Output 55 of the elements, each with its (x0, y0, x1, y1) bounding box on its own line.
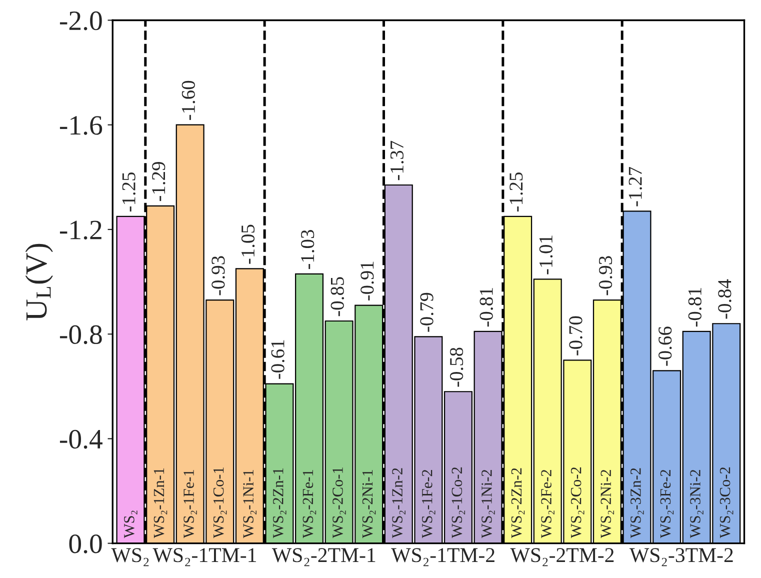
text: WS₂-1TM-2 (391, 548, 494, 566)
y-tick-label: -2.0 (60, 11, 102, 30)
text: WS₂-3TM-2 (629, 548, 733, 566)
y-tick-label: 0.0 (69, 534, 102, 554)
y-tick-label: -1.2 (60, 220, 102, 240)
text: WS₂-2TM-1 (272, 548, 376, 566)
text: WS₂-2TM-2 (510, 548, 614, 566)
x-tick-label: WS₂-1Fe-2 (422, 470, 436, 538)
x-tick-label: WS₂-1Zn-2 (392, 468, 406, 538)
data-label: -0.85 (330, 277, 344, 316)
y-axis-title: U$_{L}$(V) (25, 244, 53, 320)
data-label: -0.84 (718, 279, 732, 319)
x-tick-label: WS₂-2Ni-2 (600, 470, 614, 538)
data-label: -0.70 (569, 316, 582, 356)
data-label: -0.79 (420, 292, 434, 332)
data-label: -0.61 (271, 340, 284, 379)
x-tick-label: WS₂-2Fe-2 (541, 470, 554, 538)
data-label: -1.29 (152, 162, 166, 202)
y-tick-label: -0.8 (60, 325, 102, 344)
x-tick-label: WS₂-2Co-2 (570, 467, 584, 538)
x-tick-label: WS₂-1Ni-1 (243, 470, 256, 538)
x-tick-label: WS₂-2Zn-2 (511, 468, 525, 538)
x-tick-label: WS₂-3Fe-2 (660, 470, 674, 538)
x-tick-label: WS₂-3Zn-2 (630, 468, 644, 538)
y-tick-label: -1.6 (60, 116, 102, 135)
data-label: -0.93 (212, 256, 225, 296)
data-label: -1.60 (182, 80, 196, 120)
data-label: -0.58 (450, 348, 464, 387)
x-tick-label: WS₂-1Fe-1 (184, 470, 197, 538)
text: WS₂ (111, 548, 149, 566)
data-label: -0.66 (658, 326, 672, 366)
y-tick-label: -0.4 (60, 430, 102, 449)
x-tick-label: WS₂ (124, 510, 138, 538)
data-label: -1.37 (390, 140, 404, 180)
x-tick-label: WS₂-3Co-2 (720, 467, 734, 538)
x-tick-label: WS₂-2Fe-1 (302, 470, 316, 538)
data-label: -1.05 (241, 224, 255, 264)
x-tick-label: WS₂-2Ni-1 (362, 470, 376, 538)
x-tick-label: WS₂-2Zn-1 (273, 468, 286, 538)
text: WS₂-1TM-1 (152, 548, 256, 566)
data-label: -0.81 (480, 288, 493, 327)
x-tick-label: WS₂-1Co-2 (452, 467, 466, 538)
data-label: -0.91 (360, 262, 374, 300)
x-tick-label: WS₂-1Co-1 (213, 467, 227, 538)
x-tick-label: WS₂-1Zn-1 (154, 468, 168, 538)
data-label: -0.93 (598, 256, 612, 296)
data-label: -1.27 (628, 167, 642, 206)
data-label: -1.03 (301, 230, 314, 270)
x-tick-label: WS₂-1Ni-2 (482, 470, 495, 538)
data-label: -1.01 (539, 236, 553, 274)
data-label: -1.25 (122, 172, 136, 212)
data-label: -0.81 (688, 288, 702, 327)
x-tick-label: WS₂-2Co-1 (332, 467, 346, 538)
x-tick-label: WS₂-3Ni-2 (690, 470, 704, 538)
data-label: -1.25 (510, 172, 523, 212)
